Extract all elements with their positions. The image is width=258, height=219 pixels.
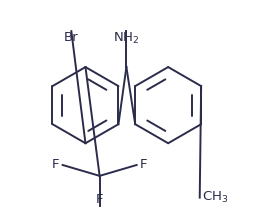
Text: NH$_2$: NH$_2$ bbox=[113, 31, 140, 46]
Text: F: F bbox=[52, 159, 59, 171]
Text: Br: Br bbox=[64, 31, 79, 44]
Text: CH$_3$: CH$_3$ bbox=[202, 190, 228, 205]
Text: F: F bbox=[140, 159, 147, 171]
Text: F: F bbox=[96, 193, 103, 206]
